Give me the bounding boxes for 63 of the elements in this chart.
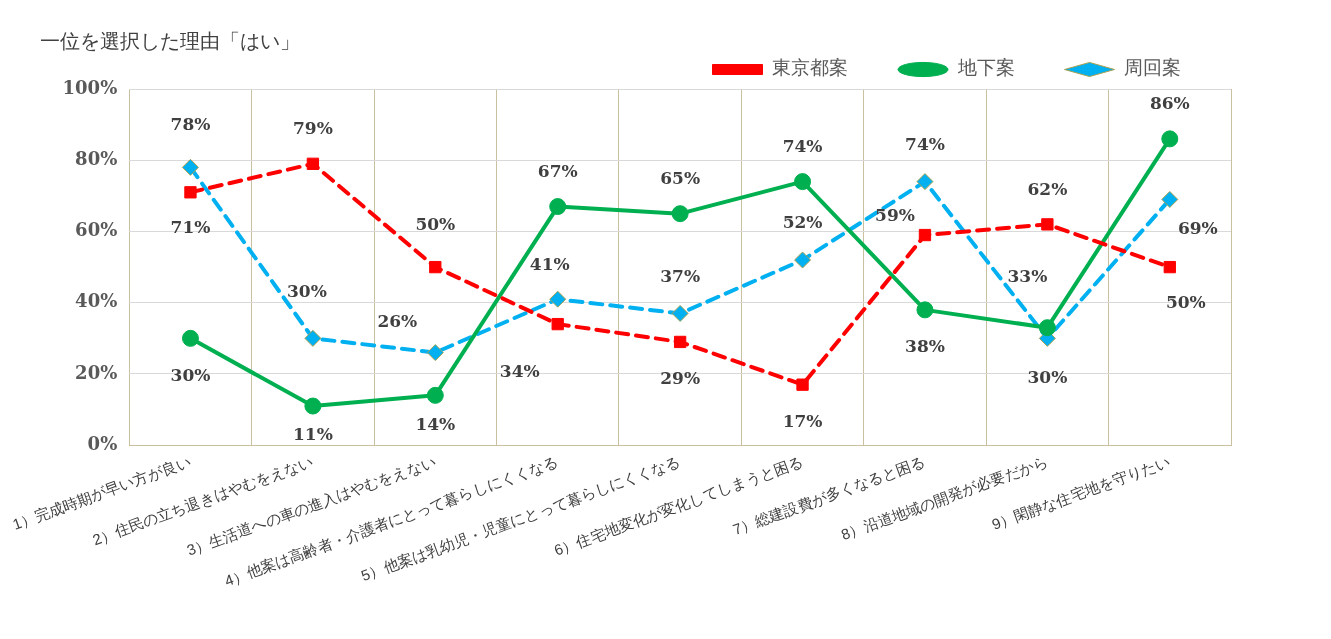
data-label: 17% xyxy=(782,411,823,432)
point xyxy=(304,329,322,347)
y-tick-label: 60% xyxy=(75,219,118,241)
point xyxy=(426,386,444,404)
data-label: 41% xyxy=(529,253,570,274)
data-label: 30% xyxy=(170,364,211,385)
data-label: 50% xyxy=(415,213,456,234)
point xyxy=(916,301,934,319)
data-label: 67% xyxy=(537,160,578,181)
data-label: 69% xyxy=(1177,217,1218,238)
data-label: 30% xyxy=(286,280,327,301)
point xyxy=(184,186,197,199)
point xyxy=(1161,130,1179,148)
point xyxy=(918,228,932,242)
point xyxy=(429,260,442,274)
legend-label: 周回案 xyxy=(1124,56,1181,79)
y-tick-label: 20% xyxy=(75,361,118,383)
data-label: 65% xyxy=(660,168,701,189)
point xyxy=(673,335,687,349)
point xyxy=(671,304,689,322)
point xyxy=(1161,190,1179,208)
point xyxy=(794,251,812,269)
data-label: 38% xyxy=(905,336,945,357)
data-label: 26% xyxy=(377,311,418,332)
point xyxy=(306,157,320,170)
data-label: 50% xyxy=(1165,291,1206,312)
y-tick-label: 0% xyxy=(87,432,118,454)
data-label: 11% xyxy=(292,424,333,445)
data-label: 74% xyxy=(905,134,945,155)
point xyxy=(181,158,199,176)
point xyxy=(671,205,689,223)
point xyxy=(551,317,564,331)
y-tick-label: 100% xyxy=(62,76,118,98)
data-label: 79% xyxy=(292,118,333,139)
data-label: 62% xyxy=(1027,178,1068,199)
data-label: 33% xyxy=(1007,266,1048,287)
data-label: 59% xyxy=(875,205,915,226)
point xyxy=(1163,260,1176,274)
point xyxy=(1038,319,1056,337)
chart-title: 一位を選択した理由「はい」 xyxy=(40,28,300,55)
data-label: 74% xyxy=(782,136,823,157)
data-label: 30% xyxy=(1027,366,1068,387)
data-label: 14% xyxy=(415,413,456,434)
point xyxy=(181,329,199,347)
y-tick-label: 40% xyxy=(75,290,118,312)
point xyxy=(549,198,567,216)
y-tick-label: 80% xyxy=(75,147,118,169)
data-label: 37% xyxy=(660,265,701,286)
point xyxy=(549,290,567,308)
data-label: 52% xyxy=(782,212,823,233)
data-label: 78% xyxy=(170,113,211,134)
legend-label: 東京都案 xyxy=(772,56,848,79)
point xyxy=(426,344,444,362)
legend-label: 地下案 xyxy=(956,56,1015,79)
point xyxy=(796,378,809,391)
data-label: 71% xyxy=(170,216,211,237)
data-label: 29% xyxy=(660,368,701,389)
point xyxy=(304,397,322,415)
point xyxy=(794,173,812,191)
data-label: 34% xyxy=(499,360,540,381)
data-label: 86% xyxy=(1149,93,1190,114)
point xyxy=(916,173,934,191)
point xyxy=(1041,218,1054,231)
